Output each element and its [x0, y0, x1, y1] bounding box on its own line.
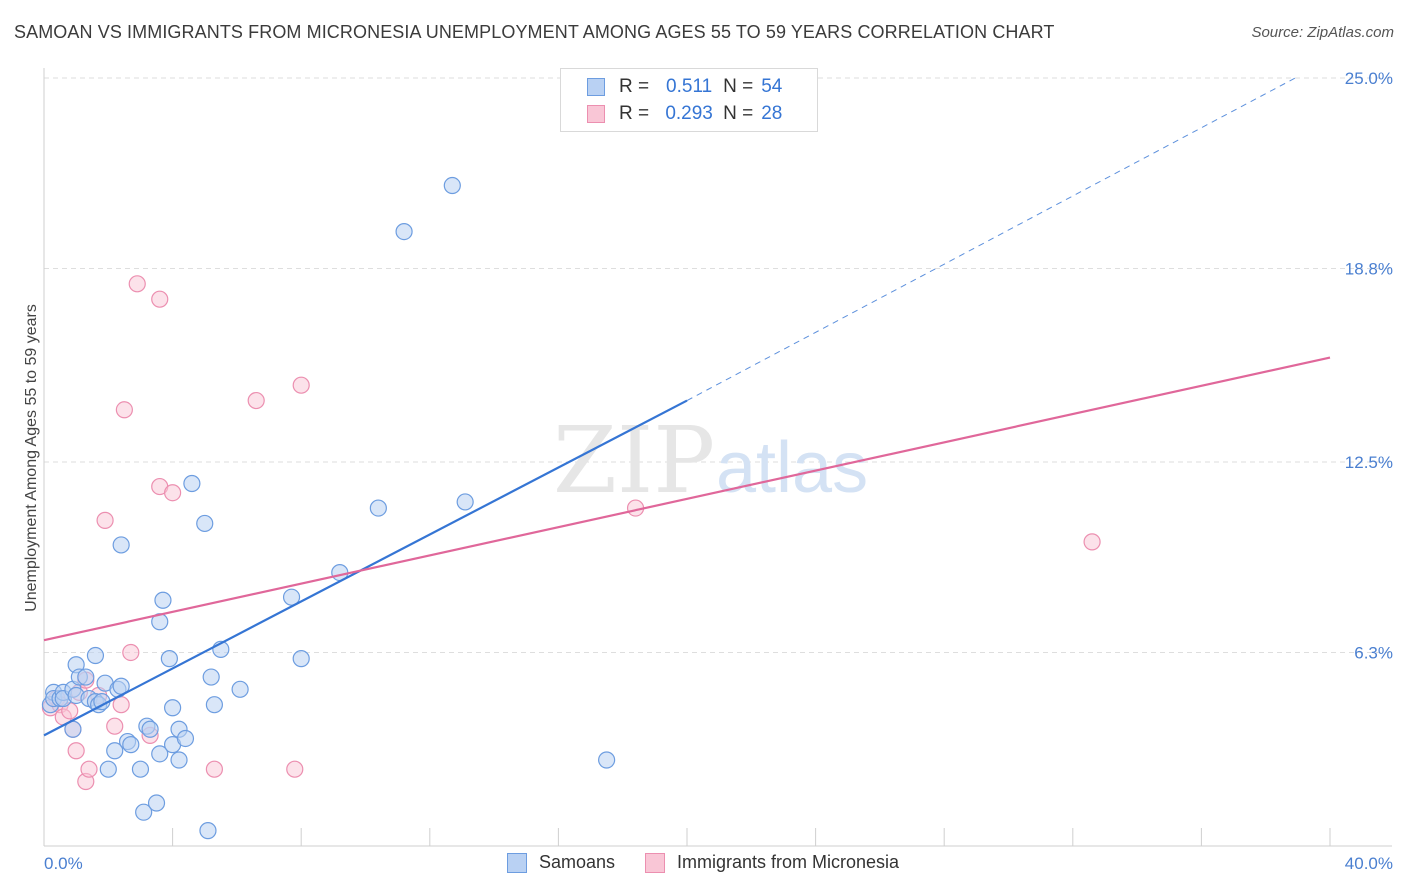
bottom-legend-label-samoans: Samoans	[538, 852, 615, 872]
samoan-point-47	[292, 650, 310, 668]
samoan-point-45	[231, 680, 249, 698]
samoan-point-39	[183, 474, 201, 493]
y-tick-label-1: 12.5%	[1345, 453, 1393, 472]
x-tick-label-1: 40.0%	[1345, 854, 1393, 873]
legend-swatch-samoans	[587, 78, 605, 96]
micronesia-point-27	[1083, 533, 1101, 551]
y-tick-label-0: 6.3%	[1354, 643, 1393, 662]
micronesia-point-12	[96, 511, 114, 529]
samoan-point-11	[77, 668, 95, 686]
samoan-point-28	[141, 720, 159, 738]
trend-lines	[43, 77, 1331, 737]
samoan-point-46	[282, 588, 301, 606]
legend-n-value: 54	[761, 76, 783, 97]
chart-title: SAMOAN VS IMMIGRANTS FROM MICRONESIA UNE…	[14, 22, 1055, 42]
micronesia-point-19	[151, 290, 169, 308]
micronesia-trend-line	[43, 356, 1331, 642]
y-tick-label-2: 18.8%	[1345, 259, 1393, 278]
legend-n-label: N =	[723, 103, 754, 124]
legend-r-value: 0.293	[665, 103, 713, 124]
micronesia-point-10	[80, 760, 98, 778]
legend-row-micronesia: R = 0.293 N = 28	[587, 102, 782, 126]
tick-labels: 6.3% 12.5% 18.8% 25.0% 0.0% 40.0%	[44, 69, 1393, 873]
samoan-point-18	[99, 760, 117, 778]
watermark: ZIP atlas	[553, 407, 868, 514]
samoan-point-52	[456, 493, 474, 511]
samoan-point-53	[598, 751, 616, 769]
samoan-point-25	[131, 760, 150, 778]
watermark-atlas: atlas	[716, 428, 868, 508]
watermark-zip: ZIP	[553, 407, 715, 514]
legend-r-label: R =	[619, 76, 650, 97]
micronesia-point-23	[247, 391, 265, 410]
legend-swatch-micronesia	[587, 105, 605, 123]
micronesia-point-22	[205, 760, 223, 778]
legend-r-label: R =	[619, 103, 650, 124]
samoan-point-42	[202, 668, 220, 686]
bottom-legend: Samoans Immigrants from Micronesia	[0, 852, 1406, 873]
samoan-point-24	[122, 736, 140, 754]
bottom-legend-micronesia[interactable]: Immigrants from Micronesia	[645, 852, 899, 873]
micronesia-points	[41, 275, 1101, 791]
bottom-legend-label-micronesia: Immigrants from Micronesia	[677, 852, 900, 872]
legend-r-value: 0.511	[666, 76, 713, 97]
y-axis-label: Unemployment Among Ages 55 to 59 years	[23, 304, 40, 612]
micronesia-point-25	[292, 376, 310, 394]
samoan-point-50	[395, 223, 413, 241]
samoan-point-32	[154, 591, 172, 609]
legend-row-samoans: R = 0.511 N = 54	[587, 75, 782, 99]
x-tick-label-0: 0.0%	[44, 854, 83, 873]
samoan-trend-extension	[686, 77, 1296, 402]
samoan-point-31	[151, 745, 169, 763]
samoan-point-26	[135, 803, 153, 821]
samoan-trend-line	[43, 399, 688, 737]
legend: R = 0.511 N = 54 R = 0.293 N = 28	[560, 68, 818, 132]
samoan-point-29	[147, 794, 166, 812]
samoan-point-49	[369, 499, 387, 517]
samoan-point-22	[112, 536, 130, 554]
grid-lines	[44, 77, 1392, 653]
samoan-points	[41, 176, 616, 840]
micronesia-point-21	[164, 484, 182, 502]
samoan-point-19	[106, 742, 124, 760]
samoan-point-51	[443, 176, 461, 195]
samoan-point-36	[170, 751, 188, 769]
micronesia-point-6	[67, 742, 85, 760]
samoan-point-43	[205, 696, 223, 714]
samoan-point-13	[86, 646, 105, 665]
samoan-point-40	[196, 514, 214, 533]
bottom-legend-swatch-samoans	[506, 852, 527, 873]
bottom-legend-samoans[interactable]: Samoans	[506, 852, 615, 873]
micronesia-point-24	[286, 760, 304, 778]
micronesia-point-15	[115, 401, 133, 419]
samoan-point-33	[160, 650, 178, 668]
samoan-point-38	[176, 729, 195, 748]
samoan-point-35	[164, 699, 182, 717]
samoan-point-41	[199, 822, 217, 840]
y-tick-label-3: 25.0%	[1345, 69, 1393, 88]
micronesia-point-17	[128, 275, 146, 293]
legend-n-label: N =	[723, 76, 754, 97]
micronesia-point-13	[106, 717, 124, 735]
micronesia-point-16	[122, 643, 140, 662]
axes	[43, 68, 1392, 847]
legend-n-value: 28	[761, 103, 783, 124]
source-credit: Source: ZipAtlas.com	[1251, 24, 1394, 41]
bottom-legend-swatch-micronesia	[645, 852, 665, 873]
